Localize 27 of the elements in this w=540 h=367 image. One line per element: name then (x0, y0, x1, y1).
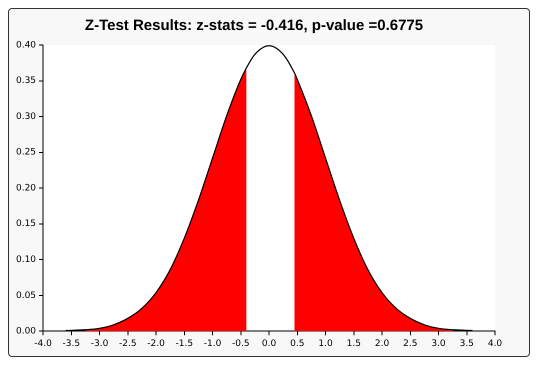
chart-title: Z-Test Results: z-stats = -0.416, p-value =0.6775 (84, 17, 424, 34)
y-tick-label: 0.10 (16, 254, 36, 265)
x-tick-label: -1.0 (204, 338, 222, 349)
x-tick-label: -3.0 (90, 338, 109, 349)
x-tick-label: 1.5 (346, 338, 361, 349)
x-tick-label: 4.0 (488, 338, 502, 349)
y-tick-label: 0.15 (16, 219, 36, 230)
x-tick-label: 2.5 (403, 338, 418, 349)
x-tick-label: 1.0 (318, 338, 333, 349)
x-tick-label: -2.0 (147, 338, 166, 349)
y-tick-label: 0.20 (16, 183, 36, 194)
x-tick-label: -4.0 (34, 338, 52, 349)
x-tick-label: 2.0 (374, 338, 390, 349)
x-tick-label: -3.5 (62, 338, 80, 349)
y-tick-label: 0.40 (16, 40, 36, 50)
x-tick-label: 3.5 (460, 338, 474, 349)
x-tick-label: -0.5 (232, 338, 250, 349)
y-tick-label: 0.00 (16, 326, 36, 337)
y-tick-label: 0.25 (16, 148, 36, 158)
y-tick-label: 0.30 (16, 112, 36, 122)
x-tick-label: 0.5 (290, 338, 304, 349)
x-tick-label: 0.0 (262, 338, 276, 349)
x-tick-label: 3.0 (431, 338, 446, 349)
y-tick-label: 0.35 (16, 76, 36, 86)
y-tick-label: 0.05 (16, 290, 36, 301)
x-tick-label: -2.5 (119, 338, 137, 349)
x-tick-label: -1.5 (175, 338, 194, 349)
